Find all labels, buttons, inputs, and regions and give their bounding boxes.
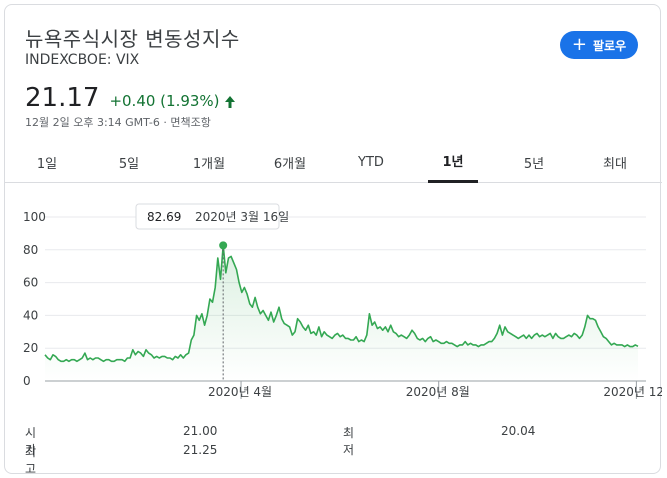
y-tick-label: 40 [23,308,38,322]
tab-5y[interactable]: 5년 [523,156,545,172]
chart-area-fill [45,245,638,381]
tab-5d[interactable]: 5일 [118,156,140,172]
tooltip-date: 2020년 3월 16일 [195,210,289,224]
x-tick-label: 2020년 4월 [208,385,272,399]
timestamp-disclaimer[interactable]: 12월 2일 오후 3:14 GMT-6 · 면책조항 [25,116,211,129]
stat-low-label: 최저 [343,426,355,457]
page-title: 뉴욕주식시장 변동성지수 [25,27,240,51]
price-change: +0.40 (1.93%) [109,92,236,110]
tab-1m[interactable]: 1개월 [192,156,226,172]
price-chart[interactable]: 100 80 60 40 20 0 2020년 4월 2020년 8월 2020년 12월 8… [5,5,662,475]
follow-label: 팔로우 [592,38,627,53]
tab-1y[interactable]: 1년 [428,141,478,183]
ticker-symbol: INDEXCBOE: VIX [25,52,140,68]
chart-line [44,244,639,363]
finance-card: 뉴욕주식시장 변동성지수 INDEXCBOE: VIX + 팔로우 21.17 … [4,4,662,476]
price-row: 21.17 +0.40 (1.93%) [25,83,236,113]
follow-button[interactable]: + 팔로우 [560,31,638,59]
x-tick-label: 2020년 8월 [406,385,470,399]
stat-open-value: 21.00 [183,424,218,438]
x-tick-label: 2020년 12월 [603,385,662,399]
y-tick-label: 80 [23,243,38,257]
price-change-text: +0.40 (1.93%) [109,92,220,110]
y-tick-label: 20 [23,341,38,355]
stat-high-label: 최고 [25,445,37,476]
hover-point [219,241,228,250]
y-tick-label: 0 [23,374,31,388]
tab-1d[interactable]: 1일 [36,156,58,172]
arrow-up-icon [225,95,236,108]
tab-ytd[interactable]: YTD [358,154,384,170]
stat-open-label: 시가 [25,426,37,457]
plus-icon: + [571,34,587,55]
current-price: 21.17 [25,83,100,113]
range-tabs: 1일 5일 1개월 6개월 YTD 1년 5년 최대 [5,141,662,183]
stat-high-value: 21.25 [183,443,218,457]
y-tick-label: 100 [23,210,46,224]
y-tick-label: 60 [23,276,38,290]
tooltip: 82.69 2020년 3월 16일 [135,203,289,230]
stat-low-value: 20.04 [501,424,536,438]
tab-6m[interactable]: 6개월 [273,156,307,172]
tooltip-value: 82.69 [147,210,181,224]
tab-max[interactable]: 최대 [603,156,627,172]
